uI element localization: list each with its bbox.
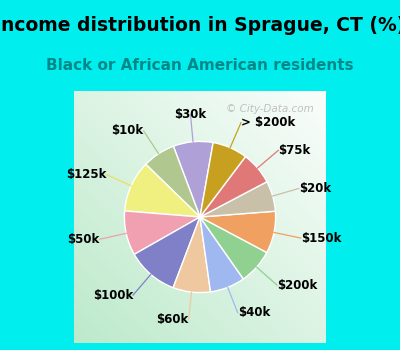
Wedge shape — [146, 146, 200, 217]
Wedge shape — [200, 156, 267, 217]
Wedge shape — [124, 211, 200, 254]
Text: $150k: $150k — [301, 232, 341, 245]
Text: $100k: $100k — [93, 288, 133, 302]
Wedge shape — [174, 141, 213, 217]
Text: © City-Data.com: © City-Data.com — [226, 104, 314, 114]
Wedge shape — [200, 217, 267, 279]
Wedge shape — [134, 217, 200, 288]
Text: $60k: $60k — [156, 313, 188, 326]
Text: > $200k: > $200k — [241, 116, 295, 129]
Wedge shape — [200, 182, 275, 217]
Text: $50k: $50k — [67, 233, 100, 246]
Text: $75k: $75k — [278, 144, 310, 157]
Text: Income distribution in Sprague, CT (%): Income distribution in Sprague, CT (%) — [0, 16, 400, 35]
Text: $200k: $200k — [277, 279, 317, 292]
Text: $125k: $125k — [66, 168, 106, 181]
Text: $20k: $20k — [299, 182, 331, 195]
Wedge shape — [173, 217, 210, 293]
Wedge shape — [125, 164, 200, 217]
Text: $30k: $30k — [174, 108, 206, 121]
Wedge shape — [200, 217, 243, 292]
Text: Black or African American residents: Black or African American residents — [46, 58, 354, 73]
Text: $40k: $40k — [238, 306, 270, 319]
Wedge shape — [200, 142, 246, 217]
Wedge shape — [200, 211, 276, 252]
Text: $10k: $10k — [112, 125, 144, 138]
